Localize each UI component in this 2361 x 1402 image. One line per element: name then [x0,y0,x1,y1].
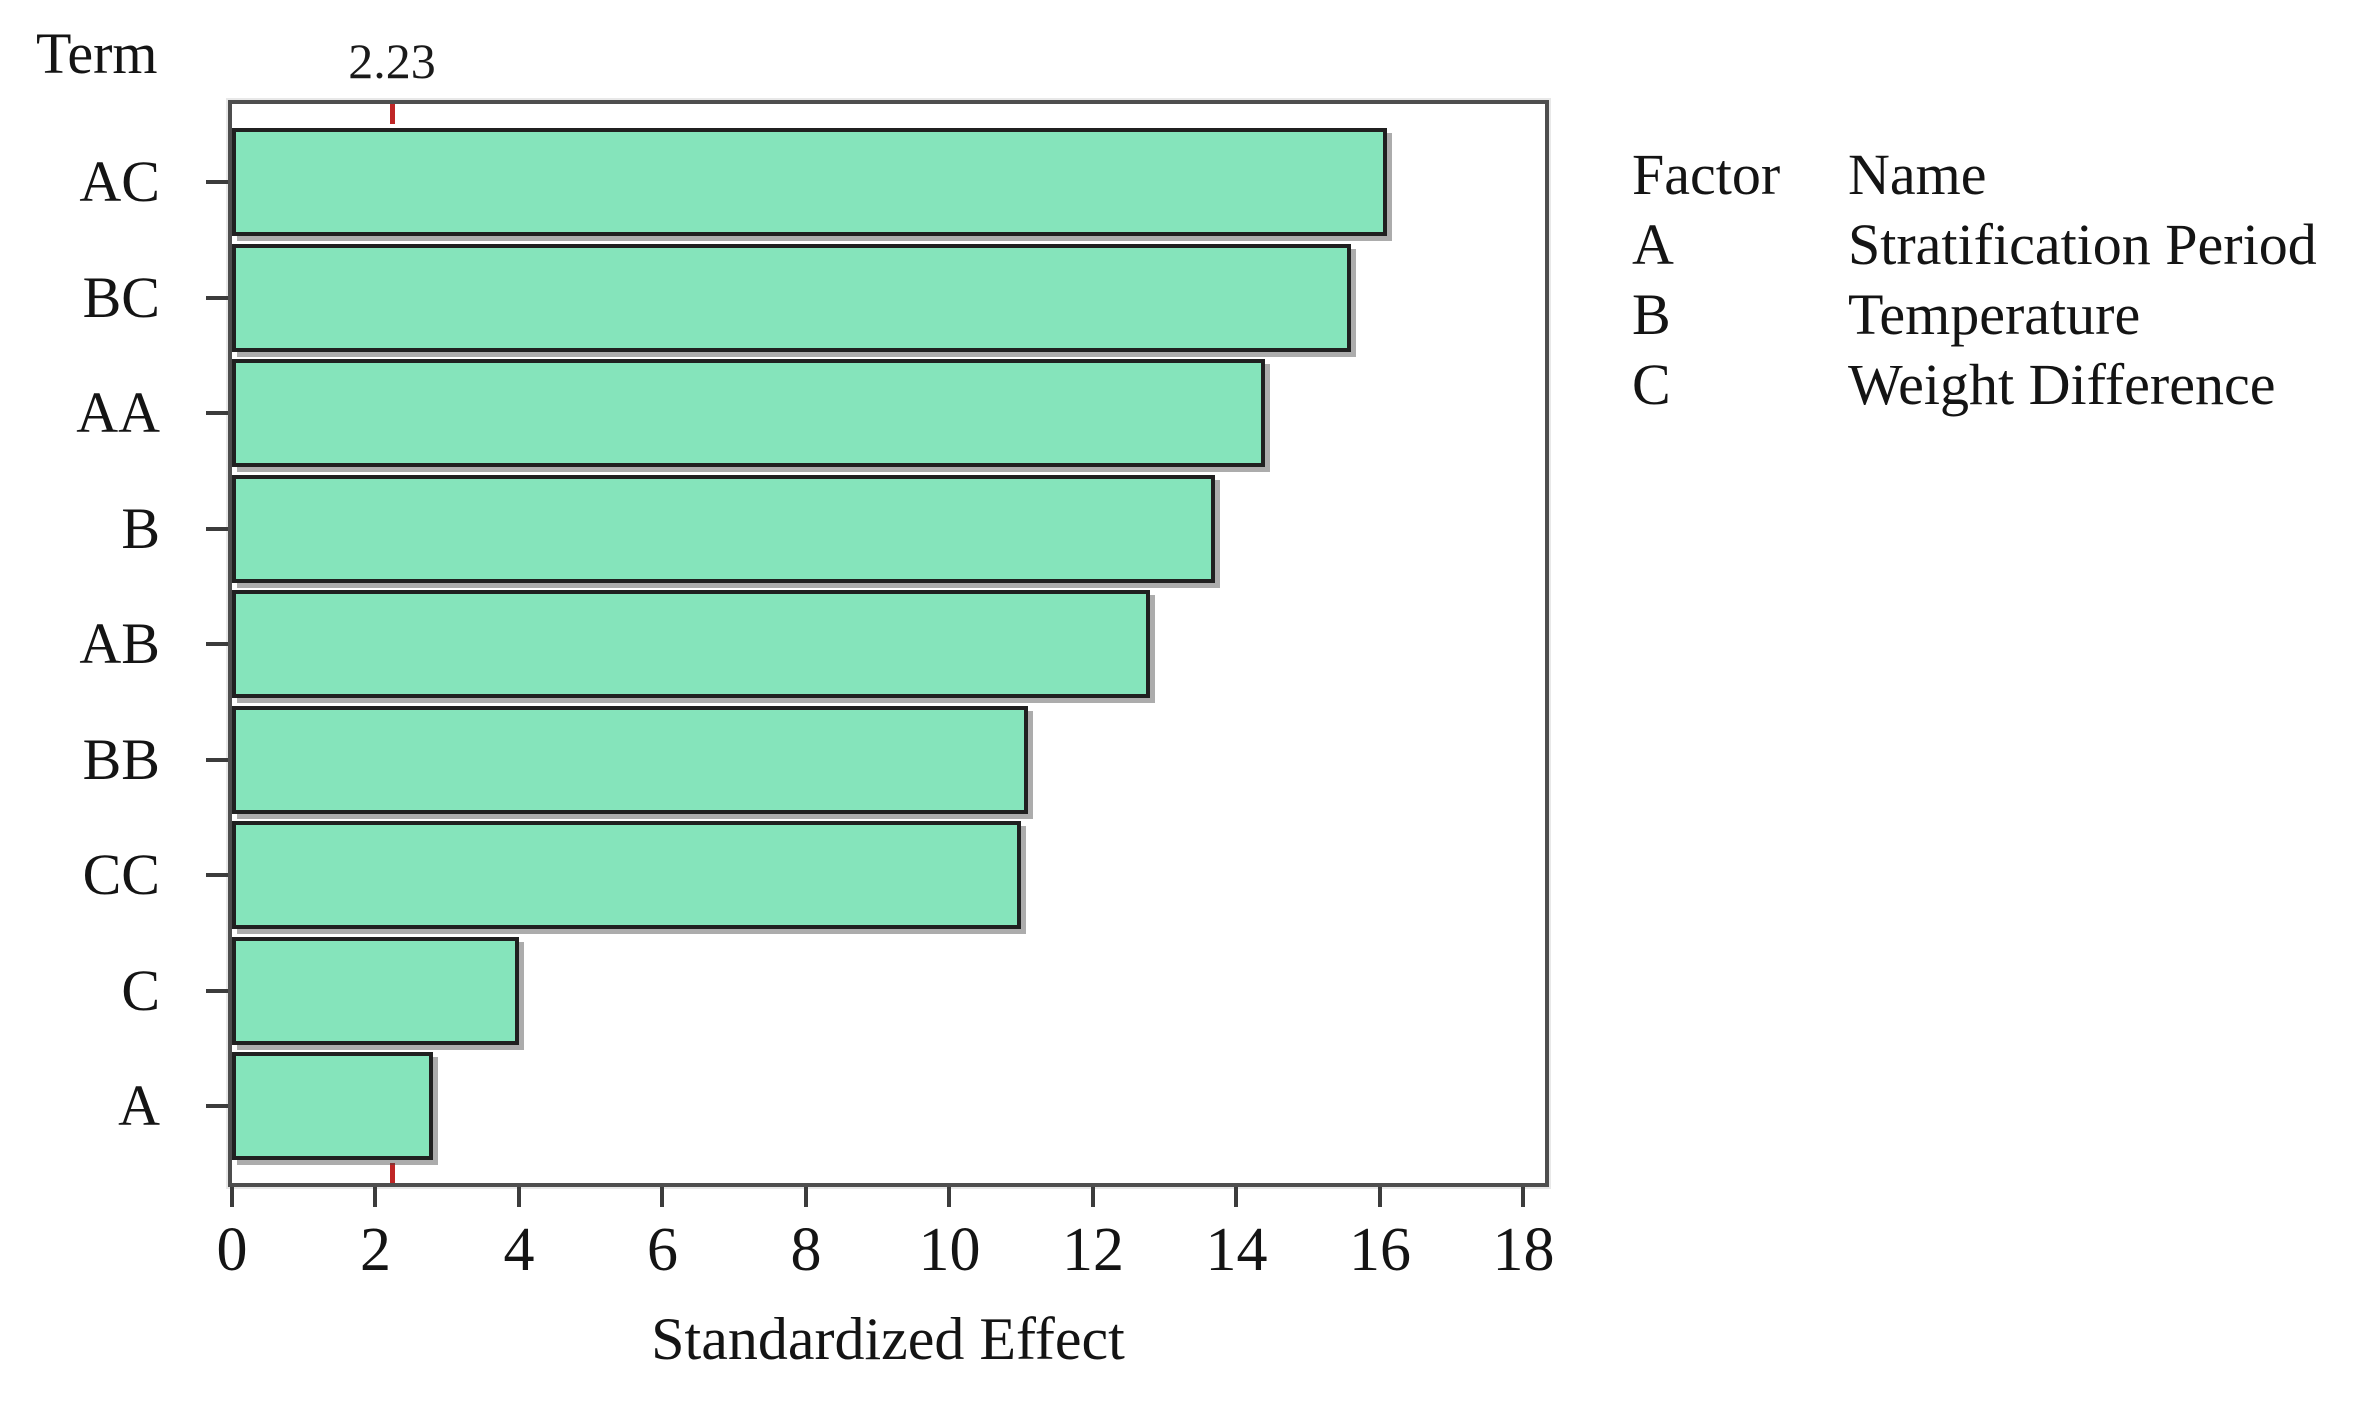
legend-header-factor: Factor [1632,142,1781,207]
x-axis-tick-label: 18 [1492,1216,1555,1284]
x-axis-tick [1234,1187,1239,1207]
category-label-AB: AB [79,611,160,676]
legend-row-C: C Weight Difference [1632,350,2317,420]
category-label-AA: AA [76,380,160,445]
y-axis-tick [206,526,228,531]
x-axis-tick-label: 0 [216,1216,248,1284]
x-axis-tick-label: 14 [1205,1216,1268,1284]
y-axis-tick [206,757,228,762]
reference-line-top-tick [389,104,395,124]
legend-factor: C [1632,352,1671,417]
legend-header-row: Factor Name [1632,140,2317,210]
category-label-BB: BB [82,726,160,792]
bar-AA [232,359,1266,467]
legend: Factor Name A Stratification Period B Tempe… [1632,140,2317,420]
bar-AC [232,128,1388,236]
category-label-B: B [121,495,160,561]
bar-A [232,1052,433,1160]
legend-name: Weight Difference [1848,352,2276,417]
x-axis-tick [803,1187,808,1207]
category-label-AC: AC [79,149,160,214]
legend-factor: A [1632,212,1674,277]
x-axis-tick-label: 4 [503,1216,535,1284]
y-axis-title: Term [36,21,158,86]
bar-BB [232,705,1029,814]
reference-line-label: 2.23 [348,33,436,89]
bar-AB [232,590,1151,698]
x-axis-tick-label: 10 [918,1216,981,1284]
category-label-C: C [121,957,160,1023]
y-axis-tick [206,873,228,877]
bar-B [232,474,1215,583]
legend-name: Stratification Period [1848,212,2317,277]
y-axis-tick [206,411,228,415]
x-axis-tick [230,1187,234,1207]
legend-row-A: A Stratification Period [1632,210,2317,280]
x-axis-tick-label: 12 [1061,1216,1124,1284]
x-axis-tick [947,1187,952,1207]
bar-CC [232,821,1022,929]
x-axis-tick-label: 6 [646,1216,678,1284]
bar-C [232,936,519,1045]
reference-line-bottom-tick [389,1163,395,1183]
legend-row-B: B Temperature [1632,280,2317,350]
x-axis-tick [516,1187,521,1207]
y-axis-tick [206,642,228,646]
legend-factor: B [1632,282,1671,347]
legend-header-name: Name [1848,142,1987,207]
x-axis-tick-label: 16 [1348,1216,1411,1284]
x-axis-tick [373,1187,378,1207]
x-axis-tick [1377,1187,1382,1207]
category-label-CC: CC [82,842,160,907]
y-axis-tick [206,988,228,993]
x-axis-tick-label: 2 [359,1216,391,1284]
category-label-BC: BC [82,264,160,330]
plot-area: 0 2 4 6 8 10 12 14 16 18 [206,100,1554,1283]
x-axis-tick-label: 8 [790,1216,822,1284]
y-axis-tick [206,295,228,300]
y-axis-tick [206,180,228,184]
x-axis-title: Standardized Effect [651,1306,1125,1372]
category-label-A: A [118,1073,160,1138]
y-axis-tick [206,1104,228,1108]
bar-BC [232,243,1352,352]
x-axis-tick [1521,1187,1526,1207]
x-axis-tick [1090,1187,1095,1207]
x-axis-tick [660,1187,665,1207]
legend-name: Temperature [1848,282,2141,347]
